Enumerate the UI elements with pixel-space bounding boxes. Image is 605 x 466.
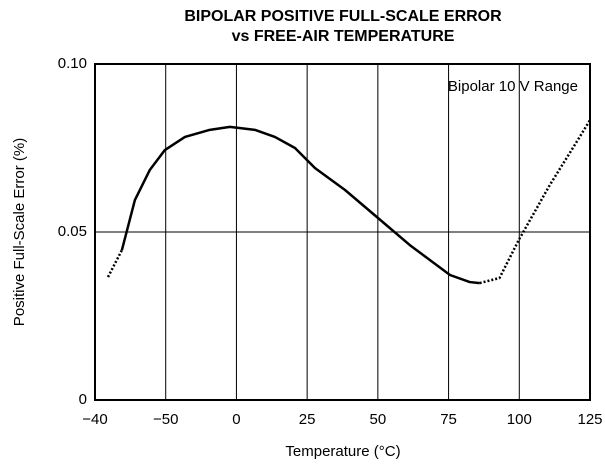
x-axis-label: Temperature (°C) — [285, 443, 400, 460]
x-tick-label: 0 — [232, 411, 240, 428]
chart-title: BIPOLAR POSITIVE FULL-SCALE ERROR — [184, 8, 502, 25]
x-tick-label: 125 — [577, 411, 602, 428]
plot-frame — [94, 63, 591, 401]
x-tick-label: −40 — [82, 411, 107, 428]
x-tick-label: 100 — [507, 411, 532, 428]
y-tick-label: 0.05 — [58, 223, 87, 240]
data-line — [106, 119, 592, 285]
annotation: Bipolar 10 V Range — [448, 78, 578, 95]
x-tick-label: −50 — [153, 411, 178, 428]
y-tick-label: 0 — [79, 391, 87, 408]
y-tick-label: 0.10 — [58, 55, 87, 72]
x-tick-label: 50 — [370, 411, 387, 428]
chart-title: vs FREE-AIR TEMPERATURE — [232, 28, 455, 45]
x-tick-label: 75 — [440, 411, 457, 428]
x-tick-label: 25 — [299, 411, 316, 428]
data-line — [120, 125, 480, 285]
y-axis-label: Positive Full-Scale Error (%) — [11, 138, 28, 326]
